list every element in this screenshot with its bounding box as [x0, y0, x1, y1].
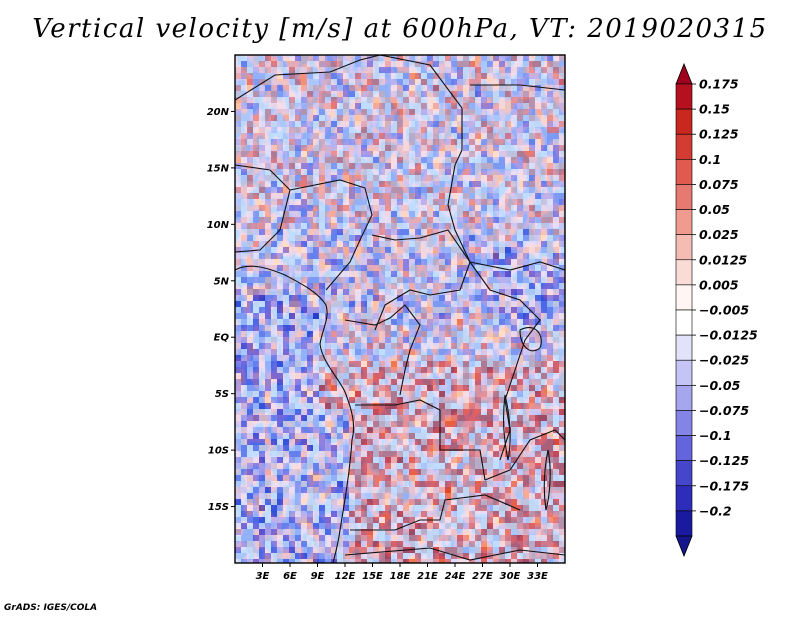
x-tick-label: 12E [335, 571, 356, 582]
border-lake-malawi [543, 449, 551, 511]
y-tick-label: 15S [208, 502, 229, 513]
colorbar-segment [675, 159, 693, 185]
colorbar-segment [675, 83, 693, 110]
y-tick-label: 20N [207, 107, 230, 118]
colorbar-segment [675, 435, 693, 461]
colorbar-segment [675, 485, 693, 512]
colorbar-segment [675, 385, 693, 411]
colorbar-label: −0.025 [699, 353, 749, 368]
border-sahara-2 [379, 55, 463, 206]
border-lake-victoria [519, 327, 542, 352]
colorbar-segment [675, 309, 693, 336]
y-axis-ticks: 20N 15N 10N 5N EQ 5S 10S 15S [207, 107, 235, 513]
x-tick-label: 3E [256, 571, 270, 582]
border-sahel-west [235, 164, 291, 253]
colorbar-segment [675, 359, 693, 386]
border-chad-sudan [447, 204, 565, 271]
colorbar-label: 0.05 [699, 202, 730, 217]
colorbar: 0.175 0.15 0.125 0.1 0.075 0.05 0.025 0.0125 0.0… [675, 62, 758, 558]
colorbar-label: 0.025 [699, 227, 739, 242]
map-area [235, 55, 565, 563]
colorbar-bottom-arrow [675, 535, 693, 558]
chart-title: Vertical velocity [m/s] at 600hPa, VT: 2… [32, 14, 768, 44]
y-tick-label: 15N [207, 163, 230, 174]
colorbar-top-arrow [675, 62, 693, 85]
colorbar-segment [675, 108, 693, 135]
x-tick-label: 30E [500, 571, 521, 582]
colorbar-segment [675, 184, 693, 210]
colorbar-label: −0.175 [699, 478, 749, 493]
y-tick-label: 10S [208, 446, 229, 457]
colorbar-label: −0.1 [699, 428, 732, 443]
colorbar-segment [675, 334, 693, 361]
border-sahara-1 [235, 55, 381, 101]
colorbar-label: −0.075 [699, 403, 749, 418]
x-tick-label: 6E [283, 571, 297, 582]
colorbar-label: −0.005 [699, 303, 749, 318]
coastline-west-africa [235, 265, 355, 563]
colorbar-label: 0.125 [699, 127, 739, 142]
x-tick-label: 33E [527, 571, 548, 582]
x-axis-ticks: 3E 6E 9E 12E 15E 18E 21E 24E 27E 30E 33E [256, 563, 548, 582]
border-angola-north [355, 399, 486, 481]
colorbar-segment [675, 234, 693, 261]
colorbar-label: 0.0125 [699, 252, 748, 267]
x-tick-label: 24E [445, 571, 466, 582]
x-tick-label: 18E [390, 571, 411, 582]
border-south [344, 547, 565, 561]
colorbar-label: −0.125 [699, 453, 749, 468]
colorbar-label: 0.15 [699, 102, 730, 117]
border-drc-east [469, 261, 541, 461]
border-lake-tanganyika [503, 394, 511, 461]
x-tick-label: 27E [472, 571, 493, 582]
colorbar-label: 0.005 [699, 277, 739, 292]
x-tick-label: 9E [311, 571, 325, 582]
x-tick-label: 15E [362, 571, 383, 582]
country-borders [235, 55, 565, 563]
border-ethiopia [470, 84, 565, 91]
border-angola-south [350, 494, 521, 531]
y-tick-label: 5S [215, 389, 229, 400]
colorbar-segment [675, 284, 693, 311]
colorbar-label: 0.1 [699, 152, 721, 167]
colorbar-label: −0.05 [699, 378, 741, 393]
border-zambia [484, 429, 565, 481]
x-tick-label: 21E [417, 571, 438, 582]
border-nigeria-cameroon [289, 179, 373, 291]
colorbar-segment [675, 410, 693, 436]
y-tick-label: EQ [214, 333, 230, 344]
colorbar-label: −0.2 [699, 503, 732, 518]
colorbar-label: −0.0125 [699, 328, 758, 343]
border-congo-drc [344, 304, 421, 396]
y-tick-label: 10N [207, 220, 230, 231]
colorbar-segment [675, 460, 693, 487]
footer-credit: GrADS: IGES/COLA [4, 603, 98, 613]
colorbar-segment [675, 510, 693, 537]
colorbar-segment [675, 209, 693, 235]
border-cameroon-car [371, 229, 471, 331]
y-tick-label: 5N [214, 276, 230, 287]
colorbar-label: 0.075 [699, 177, 739, 192]
colorbar-label: 0.175 [699, 77, 739, 92]
colorbar-segment [675, 133, 693, 160]
colorbar-segment [675, 259, 693, 286]
